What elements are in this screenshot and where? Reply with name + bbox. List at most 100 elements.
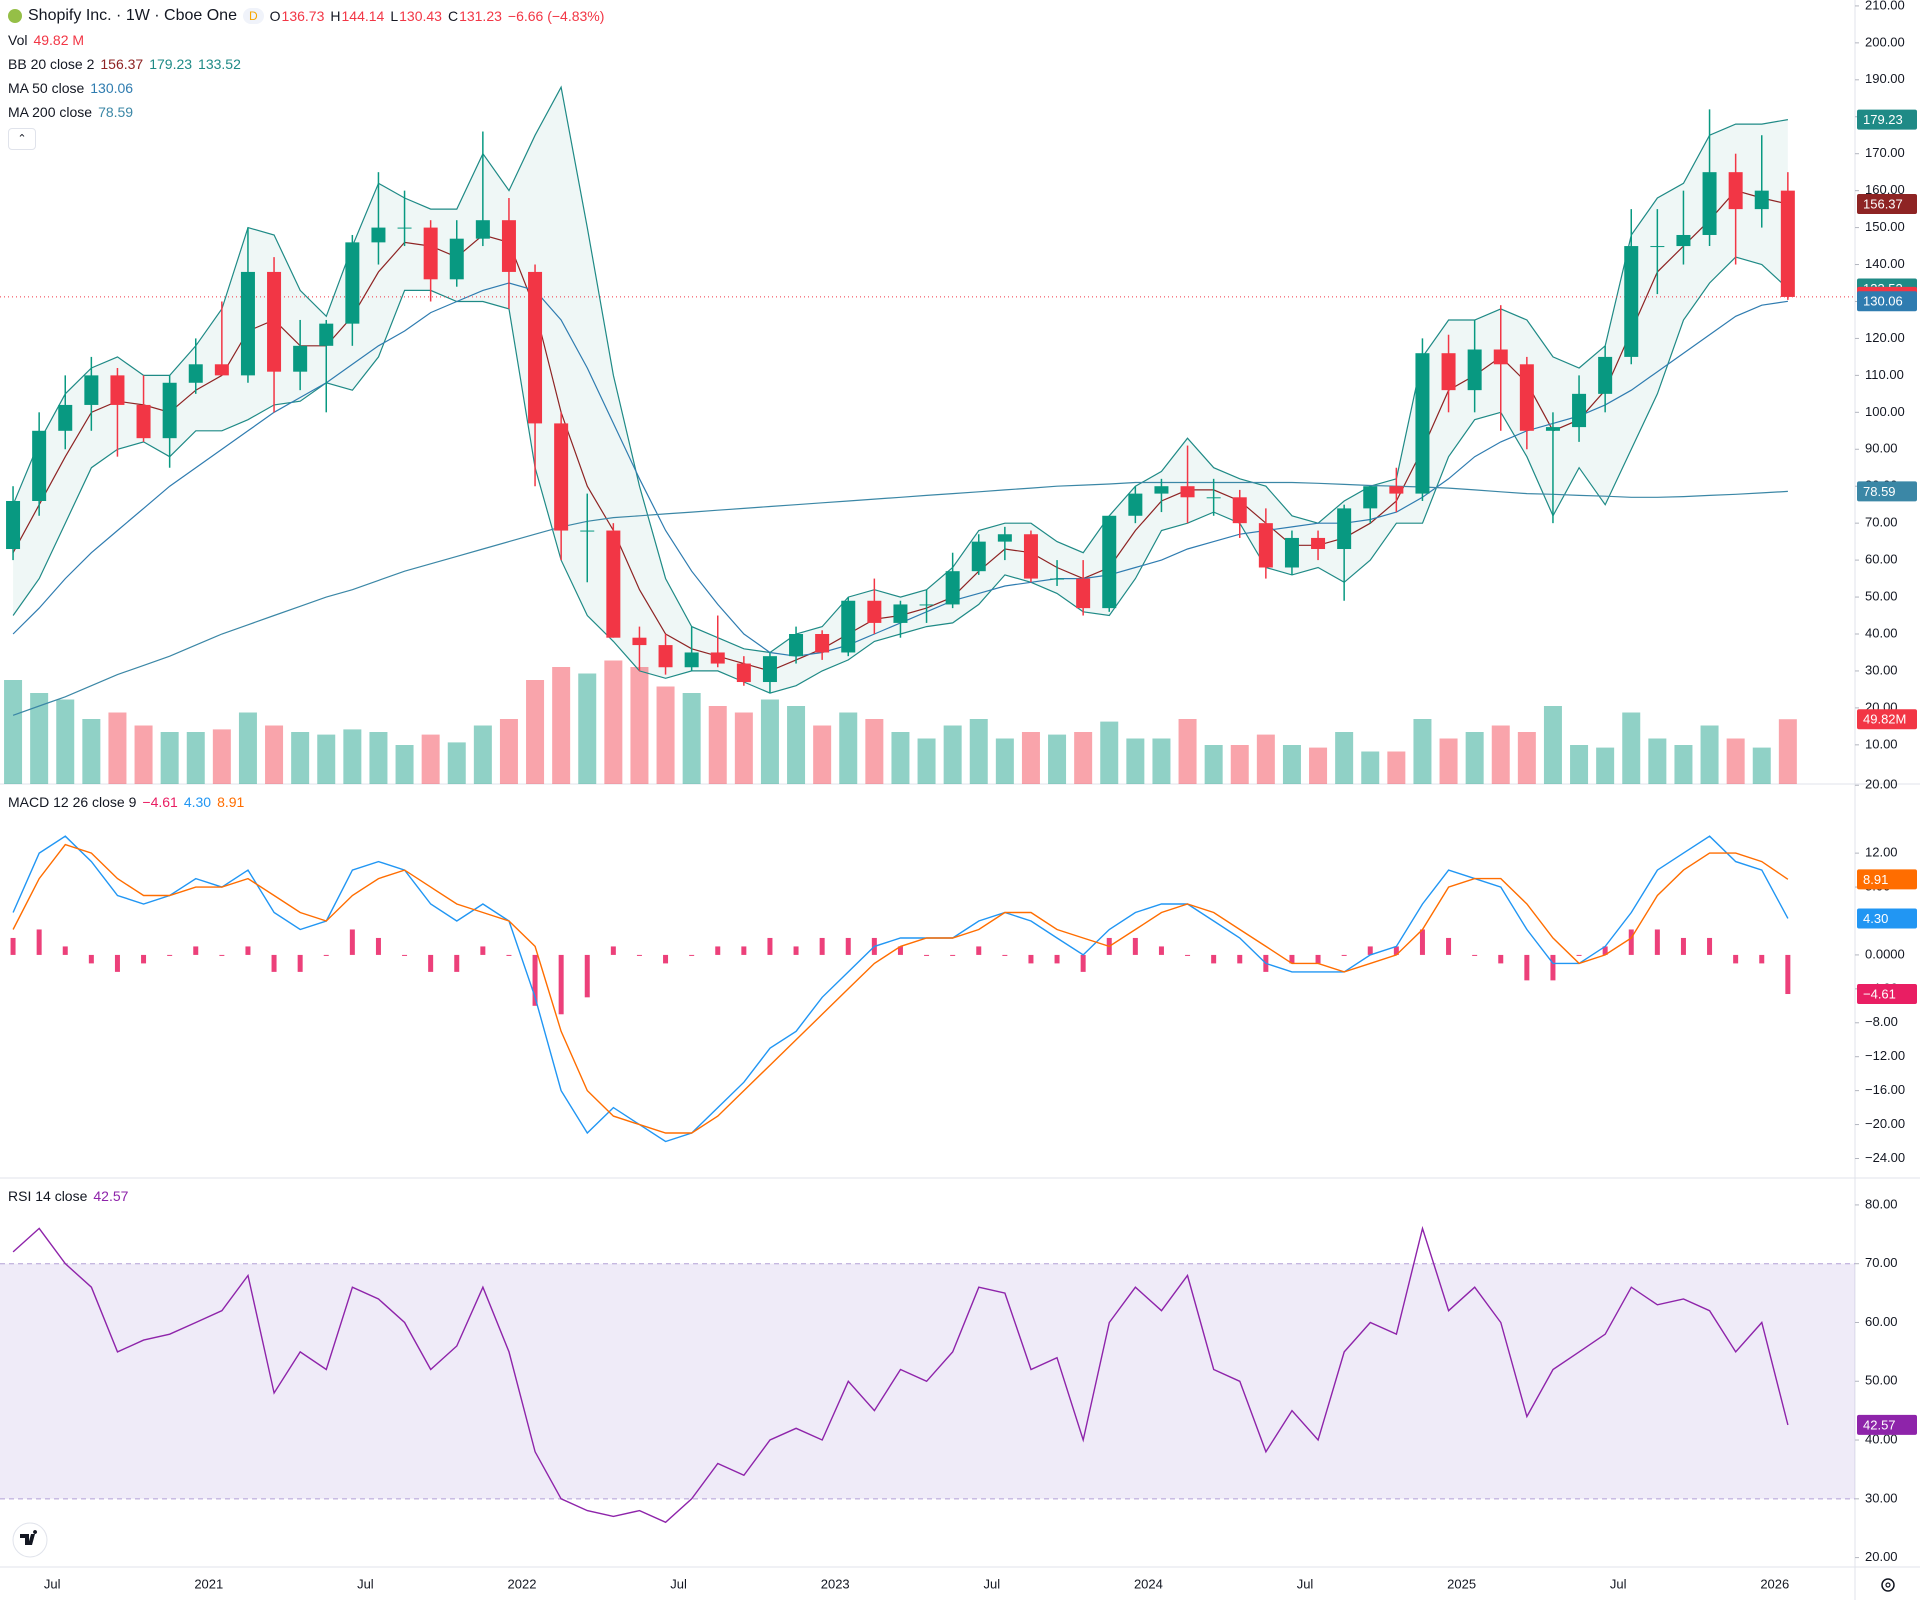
histogram-bar xyxy=(767,937,773,955)
volume-bar xyxy=(1100,721,1119,784)
histogram-bar xyxy=(1002,954,1008,956)
volume-bar xyxy=(1048,734,1067,784)
histogram-bar xyxy=(741,946,747,955)
histogram-bar xyxy=(636,954,642,956)
histogram-bar xyxy=(1602,946,1608,955)
signal-line xyxy=(12,843,1789,1134)
candle-body xyxy=(1076,578,1091,609)
collapse-button[interactable]: ⌃ xyxy=(8,128,36,150)
price-change: −6.66 (−4.83%) xyxy=(507,8,605,24)
volume-bar xyxy=(421,734,440,784)
volume-bar xyxy=(1726,738,1745,784)
histogram-bar xyxy=(845,937,851,955)
histogram-bar xyxy=(141,954,147,964)
last-value-badge xyxy=(1857,709,1917,730)
y-tick-label: 80.00 xyxy=(1865,1196,1898,1211)
indicator-name[interactable]: MA 200 close xyxy=(8,104,93,120)
volume-bar xyxy=(1491,725,1510,784)
settings-icon[interactable] xyxy=(1881,1578,1895,1592)
volume-bar xyxy=(473,725,492,784)
candle-body xyxy=(475,220,490,239)
y-tick-label: −20.00 xyxy=(1865,1116,1905,1131)
last-value-label: −4.61 xyxy=(1863,986,1896,1001)
y-tick-label: 70.00 xyxy=(1865,1255,1898,1270)
histogram-bar xyxy=(1028,954,1034,964)
volume-bar xyxy=(917,738,936,784)
candle-body xyxy=(971,541,986,572)
legend-row: BB 20 close 2 156.37 179.23 133.52 xyxy=(8,52,610,76)
ohlc-key: O xyxy=(269,8,281,24)
volume-bar xyxy=(369,732,388,784)
volume-bar xyxy=(186,732,205,784)
symbol-logo xyxy=(8,9,22,23)
histogram-bar xyxy=(1498,954,1504,964)
volume-bar xyxy=(787,706,806,784)
x-tick-label: Jul xyxy=(1610,1576,1627,1591)
candle-body xyxy=(1102,515,1117,609)
volume-bar xyxy=(760,699,779,784)
candle-body xyxy=(1023,534,1038,579)
tv-logo[interactable] xyxy=(12,1522,48,1558)
histogram-bar xyxy=(167,954,173,956)
volume-bar xyxy=(1309,747,1328,784)
histogram-bar xyxy=(1759,954,1765,964)
macd-line xyxy=(12,835,1789,1143)
histogram-bar xyxy=(1237,954,1243,964)
volume-bar xyxy=(604,660,623,784)
volume-bar xyxy=(1074,732,1093,784)
volume-bar xyxy=(578,673,597,784)
histogram-bar xyxy=(1446,937,1452,955)
ohlc-key: H xyxy=(330,8,341,24)
y-tick-label: −8.00 xyxy=(1865,1014,1898,1029)
indicator-name[interactable]: MA 50 close xyxy=(8,80,85,96)
x-tick-label: 2024 xyxy=(1134,1576,1163,1591)
last-value-label: 8.91 xyxy=(1863,872,1888,887)
y-tick-label: 40.00 xyxy=(1865,1431,1898,1446)
y-tick-label: 110.00 xyxy=(1865,367,1904,382)
indicator-name[interactable]: BB 20 close 2 xyxy=(8,56,95,72)
candle-body xyxy=(423,227,438,280)
histogram-bar xyxy=(950,954,956,956)
histogram-bar xyxy=(36,929,42,955)
indicator-name[interactable]: Vol xyxy=(8,32,28,48)
volume-bar xyxy=(995,738,1014,784)
x-tick-label: Jul xyxy=(357,1576,374,1591)
indicator-value: −4.61 xyxy=(142,794,178,810)
y-tick-label: 210.00 xyxy=(1865,0,1905,12)
candle-body xyxy=(684,652,699,668)
indicator-name[interactable]: MACD 12 26 close 9 xyxy=(8,794,137,810)
candle-body xyxy=(1780,190,1795,297)
y-tick-label: 40.00 xyxy=(1865,625,1898,640)
ohlc-value: 144.14 xyxy=(341,8,385,24)
histogram-bar xyxy=(1158,946,1164,955)
candle-body xyxy=(554,423,569,531)
volume-bar xyxy=(1648,738,1667,784)
volume-bar xyxy=(682,693,701,784)
candle-body xyxy=(1180,486,1195,498)
volume-bar xyxy=(395,745,414,784)
histogram-bar xyxy=(454,954,460,972)
last-value-badge xyxy=(1857,291,1917,312)
volume-bar xyxy=(1543,706,1562,784)
volume-bar xyxy=(160,732,179,784)
y-tick-label: 190.00 xyxy=(1865,71,1905,86)
volume-bar xyxy=(1413,719,1432,784)
histogram-bar xyxy=(1341,954,1347,956)
histogram-bar xyxy=(1185,954,1191,956)
candle-body xyxy=(841,600,856,653)
candle-body xyxy=(580,530,595,532)
volume-bar xyxy=(1126,738,1145,784)
indicator-name[interactable]: RSI 14 close xyxy=(8,1188,88,1204)
histogram-bar xyxy=(480,946,486,955)
last-value-badge xyxy=(1857,109,1917,130)
volume-bar xyxy=(447,742,466,784)
last-value-badge xyxy=(1857,1414,1917,1435)
candle-body xyxy=(867,600,882,623)
histogram-bar xyxy=(1419,929,1425,955)
volume-bar xyxy=(1204,745,1223,784)
candle-body xyxy=(240,271,255,376)
volume-bar xyxy=(82,719,101,784)
candle-body xyxy=(1467,349,1482,391)
symbol-title[interactable]: Shopify Inc. · 1W · Cboe One xyxy=(28,7,237,24)
legend-row: MACD 12 26 close 9 −4.61 4.30 8.91 xyxy=(8,790,250,814)
